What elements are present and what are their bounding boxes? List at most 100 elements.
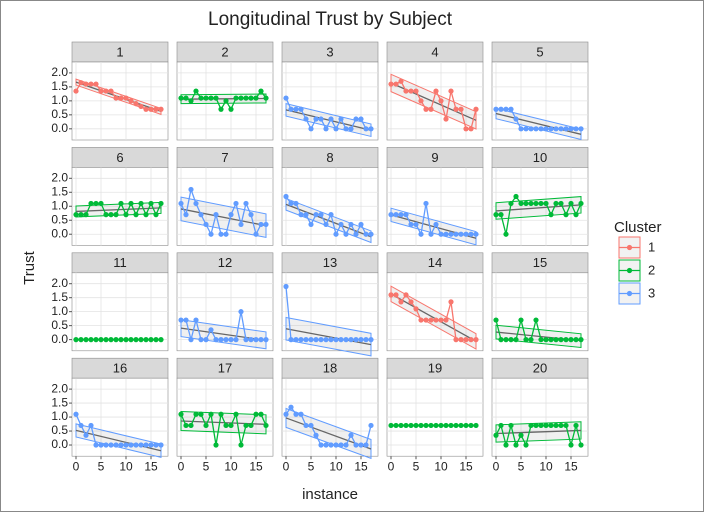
data-point [103,442,109,448]
data-point [433,317,439,323]
data-point [83,212,89,218]
y-tick-label: 1.5 [51,395,68,409]
data-point [573,212,579,218]
data-point [298,106,304,112]
data-point [98,337,104,343]
legend-dot [626,267,633,274]
data-point [558,126,564,132]
trend-line [75,81,162,113]
x-tick-label: 0 [178,459,185,473]
data-point [348,432,354,438]
x-tick-label: 0 [493,459,500,473]
panel-label: 17 [218,361,232,376]
data-point [463,126,469,132]
data-point [353,231,359,237]
data-point [323,221,329,228]
data-point [363,126,369,132]
x-tick-label: 10 [224,459,238,473]
data-point [123,212,129,218]
data-point [513,116,519,122]
data-point [493,317,499,323]
data-point [453,231,459,237]
data-point [333,337,339,343]
data-point [318,442,324,448]
data-point [523,200,529,207]
data-point [573,126,579,132]
y-tick-label: 1.0 [51,93,68,107]
y-tick-label: 2.0 [51,276,68,290]
data-point [473,422,479,429]
data-point [463,337,469,343]
data-point [153,212,159,218]
data-point [143,442,149,448]
data-point [253,337,259,343]
data-point [293,411,299,417]
data-point [528,422,534,429]
data-point [318,212,324,218]
data-point [418,422,424,429]
data-point [288,404,294,410]
data-point [208,327,214,333]
panel-label: 11 [113,255,127,270]
data-point [218,106,224,112]
data-point [298,212,304,218]
data-point [308,422,314,429]
data-point [78,80,84,86]
y-tick-label: 2.0 [51,381,68,395]
data-point [453,422,459,429]
data-point [568,126,574,132]
data-point [223,337,229,343]
data-point [433,422,439,429]
data-point [188,337,194,343]
data-point [513,442,519,448]
data-point [183,317,189,323]
data-point [433,88,439,94]
data-point [183,212,189,218]
data-point [428,317,434,323]
panel-label: 15 [533,255,547,270]
data-point [398,299,404,305]
data-point [418,98,424,104]
data-point [568,442,574,448]
data-point [103,212,109,218]
data-point [203,95,209,101]
data-point [108,212,114,218]
panel-label: 14 [428,255,442,270]
data-point [563,422,569,429]
data-point [218,411,224,417]
legend-label: 1 [648,239,655,254]
data-point [158,106,164,112]
data-point [558,422,564,429]
data-point [233,411,239,417]
x-axis-label: instance [302,486,358,503]
trend-line [390,293,477,342]
data-point [193,200,199,207]
data-point [438,98,444,104]
data-point [408,299,414,305]
data-point [123,442,129,448]
data-point [263,95,269,101]
legend-dot [626,244,633,251]
data-point [398,78,404,84]
x-tick-label: 10 [329,459,343,473]
data-point [288,200,294,207]
data-point [108,442,114,448]
data-point [108,337,114,343]
y-tick-label: 0.5 [51,423,68,437]
data-point [133,442,139,448]
data-point [298,411,304,417]
data-point [98,88,104,94]
data-point [243,200,249,207]
data-point [343,337,349,343]
panel-label: 19 [428,361,442,376]
data-point [408,221,414,228]
data-point [538,126,544,132]
data-point [428,231,434,237]
data-point [353,337,359,343]
data-point [213,212,219,218]
data-point [413,221,419,228]
data-point [388,422,394,429]
data-point [263,337,269,343]
data-point [228,106,234,112]
data-point [528,126,534,132]
